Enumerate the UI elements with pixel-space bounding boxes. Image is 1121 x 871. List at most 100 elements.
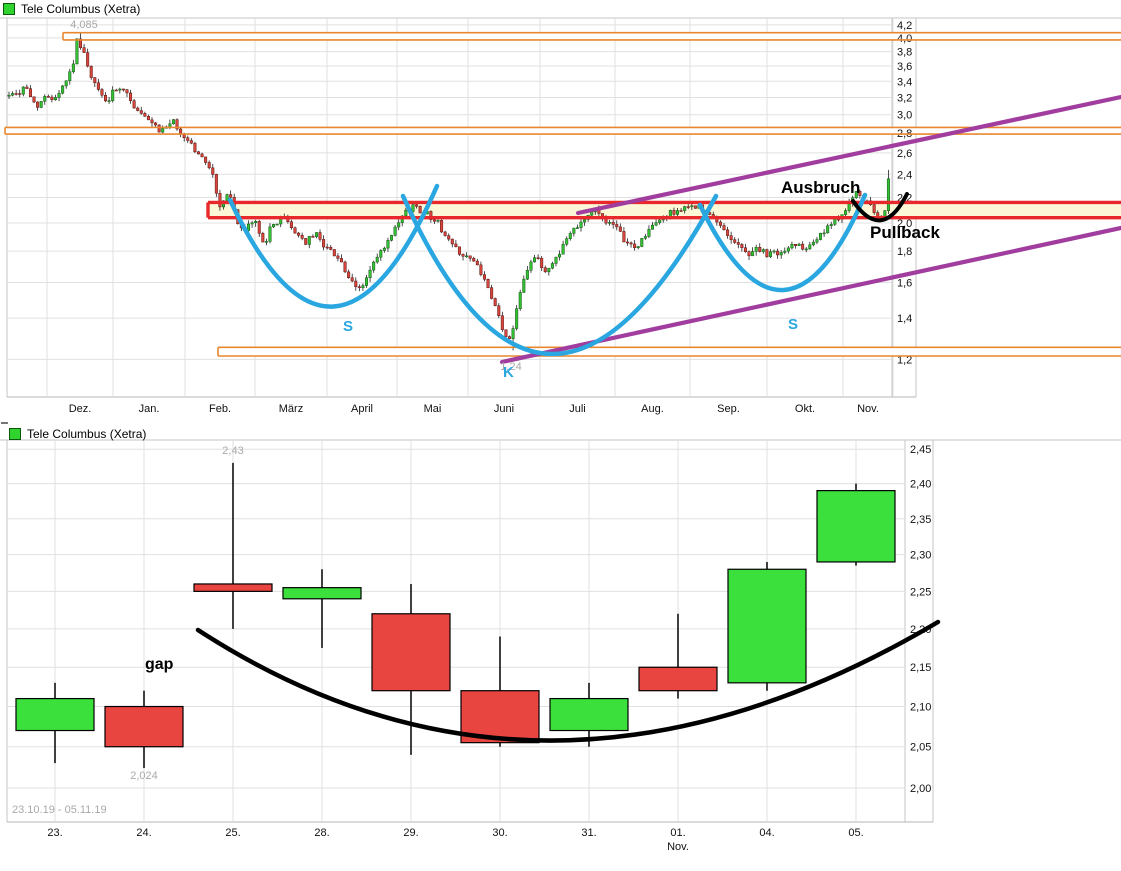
candle-body: [651, 224, 654, 230]
candle-body: [104, 705, 184, 748]
date-range-label: 23.10.19 - 05.11.19: [12, 804, 107, 816]
candle-body: [104, 94, 108, 102]
axis-tick-label: 3,0: [897, 110, 912, 122]
axis-tick-label: 2,15: [910, 662, 931, 674]
axis-tick-label: 2,0: [897, 218, 912, 230]
candle-body: [282, 587, 362, 600]
candle-body: [790, 244, 794, 249]
axis-tick-label: 2,00: [910, 783, 931, 795]
candle-body: [15, 697, 95, 732]
candle-body: [822, 232, 826, 235]
axis-tick-label: 23.: [47, 827, 62, 839]
candle-body: [883, 210, 887, 217]
candle-body: [457, 246, 461, 255]
candle-body: [625, 241, 629, 244]
candle-body: [339, 258, 343, 263]
candle-body: [11, 93, 15, 96]
candle-body: [79, 38, 82, 48]
candle-body: [347, 271, 351, 279]
upper-overlays: [227, 94, 1121, 365]
candle-body: [304, 238, 308, 245]
candle-body: [447, 235, 451, 240]
axis-tick-label: 31.: [581, 827, 596, 839]
candle-body: [583, 219, 587, 223]
candle-body: [7, 94, 11, 97]
candle-body: [872, 204, 876, 213]
axis-tick-label: 2,40: [910, 479, 931, 491]
candle-body: [415, 204, 419, 207]
candle-body: [71, 63, 75, 73]
upper-price-chart[interactable]: 1,21,41,61,82,02,22,42,62,83,03,23,43,63…: [0, 0, 1121, 420]
candle-body: [486, 279, 490, 288]
lower-overlays: [195, 619, 941, 743]
axis-tick-label: Dez.: [69, 403, 92, 415]
panel-splitter-handle[interactable]: [1, 422, 8, 424]
candle-body: [633, 243, 637, 249]
upper-candles: [7, 32, 890, 351]
candle-body: [143, 113, 147, 117]
axis-tick-label: 3,6: [897, 61, 912, 73]
candle-body: [525, 270, 529, 280]
axis-tick-label: 3,8: [897, 47, 912, 59]
candle-body: [683, 206, 687, 211]
candle-body: [186, 137, 190, 141]
candle-body: [307, 236, 311, 245]
candle-body: [636, 246, 640, 249]
candle-body: [565, 238, 569, 245]
candle-body: [500, 315, 504, 330]
candle-body: [250, 222, 254, 225]
axis-tick-label: 24.: [136, 827, 151, 839]
candle-body: [18, 93, 22, 95]
candle-body: [518, 292, 522, 309]
candle-body: [540, 257, 544, 268]
candle-body: [43, 96, 47, 102]
candle-body: [751, 251, 755, 257]
candle-body: [736, 242, 740, 245]
candle-body: [382, 247, 386, 251]
candle-body: [193, 142, 197, 153]
lower-price-chart[interactable]: 2,002,052,102,152,202,252,302,352,402,45…: [0, 420, 1121, 871]
lower-chart-legend: Tele Columbus (Xetra): [9, 427, 146, 441]
candle-body: [379, 250, 383, 258]
candle-body: [440, 220, 444, 233]
candle-body: [114, 89, 118, 92]
candle-body: [647, 229, 651, 237]
axis-tick-label: 2,45: [910, 444, 931, 456]
candle-body: [568, 233, 572, 239]
pattern-curve: [400, 193, 719, 357]
candle-body: [615, 224, 619, 228]
candle-body: [93, 77, 97, 84]
axis-tick-label: 2,30: [910, 550, 931, 562]
upper-level-lines: [4, 31, 1121, 357]
lower-low-price-label: 2,024: [130, 770, 158, 782]
candle-body: [454, 243, 458, 248]
candle-body: [747, 251, 751, 257]
candle-body: [289, 221, 293, 229]
candle-body: [794, 244, 797, 246]
candle-body: [218, 193, 222, 208]
candle-body: [690, 205, 694, 208]
candle-body: [57, 92, 61, 98]
candle-body: [157, 124, 161, 133]
candle-body: [561, 243, 565, 255]
candle-body: [365, 277, 368, 286]
candle-body: [411, 204, 415, 212]
candle-body: [343, 261, 347, 273]
candle-body: [111, 89, 115, 101]
candle-body: [125, 89, 129, 94]
candle-body: [726, 229, 730, 236]
candle-body: [640, 238, 644, 247]
candle-body: [168, 123, 172, 128]
candle-body: [357, 286, 361, 289]
candle-body: [743, 247, 747, 252]
candle-body: [693, 205, 697, 209]
gap-annotation: gap: [145, 656, 174, 673]
candle-body: [86, 52, 90, 67]
candle-body: [332, 249, 336, 257]
axis-tick-label: Feb.: [209, 403, 231, 415]
upper-chart-title: Tele Columbus (Xetra): [21, 2, 141, 16]
candle-body: [429, 211, 433, 220]
candle-body: [536, 257, 540, 259]
candle-body: [136, 107, 140, 111]
candle-body: [493, 298, 497, 306]
